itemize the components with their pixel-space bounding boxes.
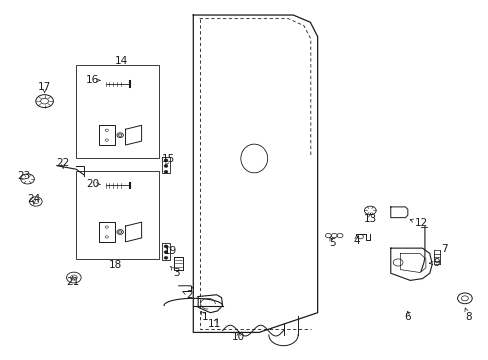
- Text: 6: 6: [404, 312, 410, 322]
- Text: 3: 3: [173, 268, 179, 278]
- Circle shape: [163, 251, 167, 253]
- Text: 8: 8: [465, 312, 471, 322]
- Text: 5: 5: [328, 238, 335, 248]
- Circle shape: [163, 159, 167, 162]
- Text: 19: 19: [163, 246, 177, 256]
- Text: 13: 13: [363, 214, 376, 224]
- Text: 15: 15: [162, 154, 175, 164]
- Text: 7: 7: [440, 244, 447, 254]
- Text: 17: 17: [38, 82, 51, 92]
- Circle shape: [117, 230, 123, 234]
- Bar: [76, 65, 159, 158]
- Circle shape: [163, 165, 167, 167]
- Text: 24: 24: [27, 194, 41, 204]
- Text: 16: 16: [85, 75, 99, 85]
- Text: 14: 14: [115, 56, 128, 66]
- Text: 9: 9: [433, 258, 440, 268]
- Circle shape: [117, 133, 123, 138]
- Circle shape: [163, 256, 167, 259]
- Text: 12: 12: [413, 218, 427, 228]
- Text: 20: 20: [85, 179, 99, 189]
- Circle shape: [163, 170, 167, 173]
- Circle shape: [163, 245, 167, 248]
- Text: 21: 21: [66, 277, 80, 287]
- Text: 4: 4: [353, 236, 359, 246]
- Text: 23: 23: [18, 171, 31, 181]
- Text: 10: 10: [232, 332, 244, 342]
- Bar: [76, 171, 159, 259]
- Text: 18: 18: [108, 260, 122, 270]
- Text: 22: 22: [57, 158, 70, 168]
- Text: 2: 2: [186, 290, 193, 300]
- Text: 1: 1: [202, 312, 208, 322]
- Text: 11: 11: [207, 319, 221, 329]
